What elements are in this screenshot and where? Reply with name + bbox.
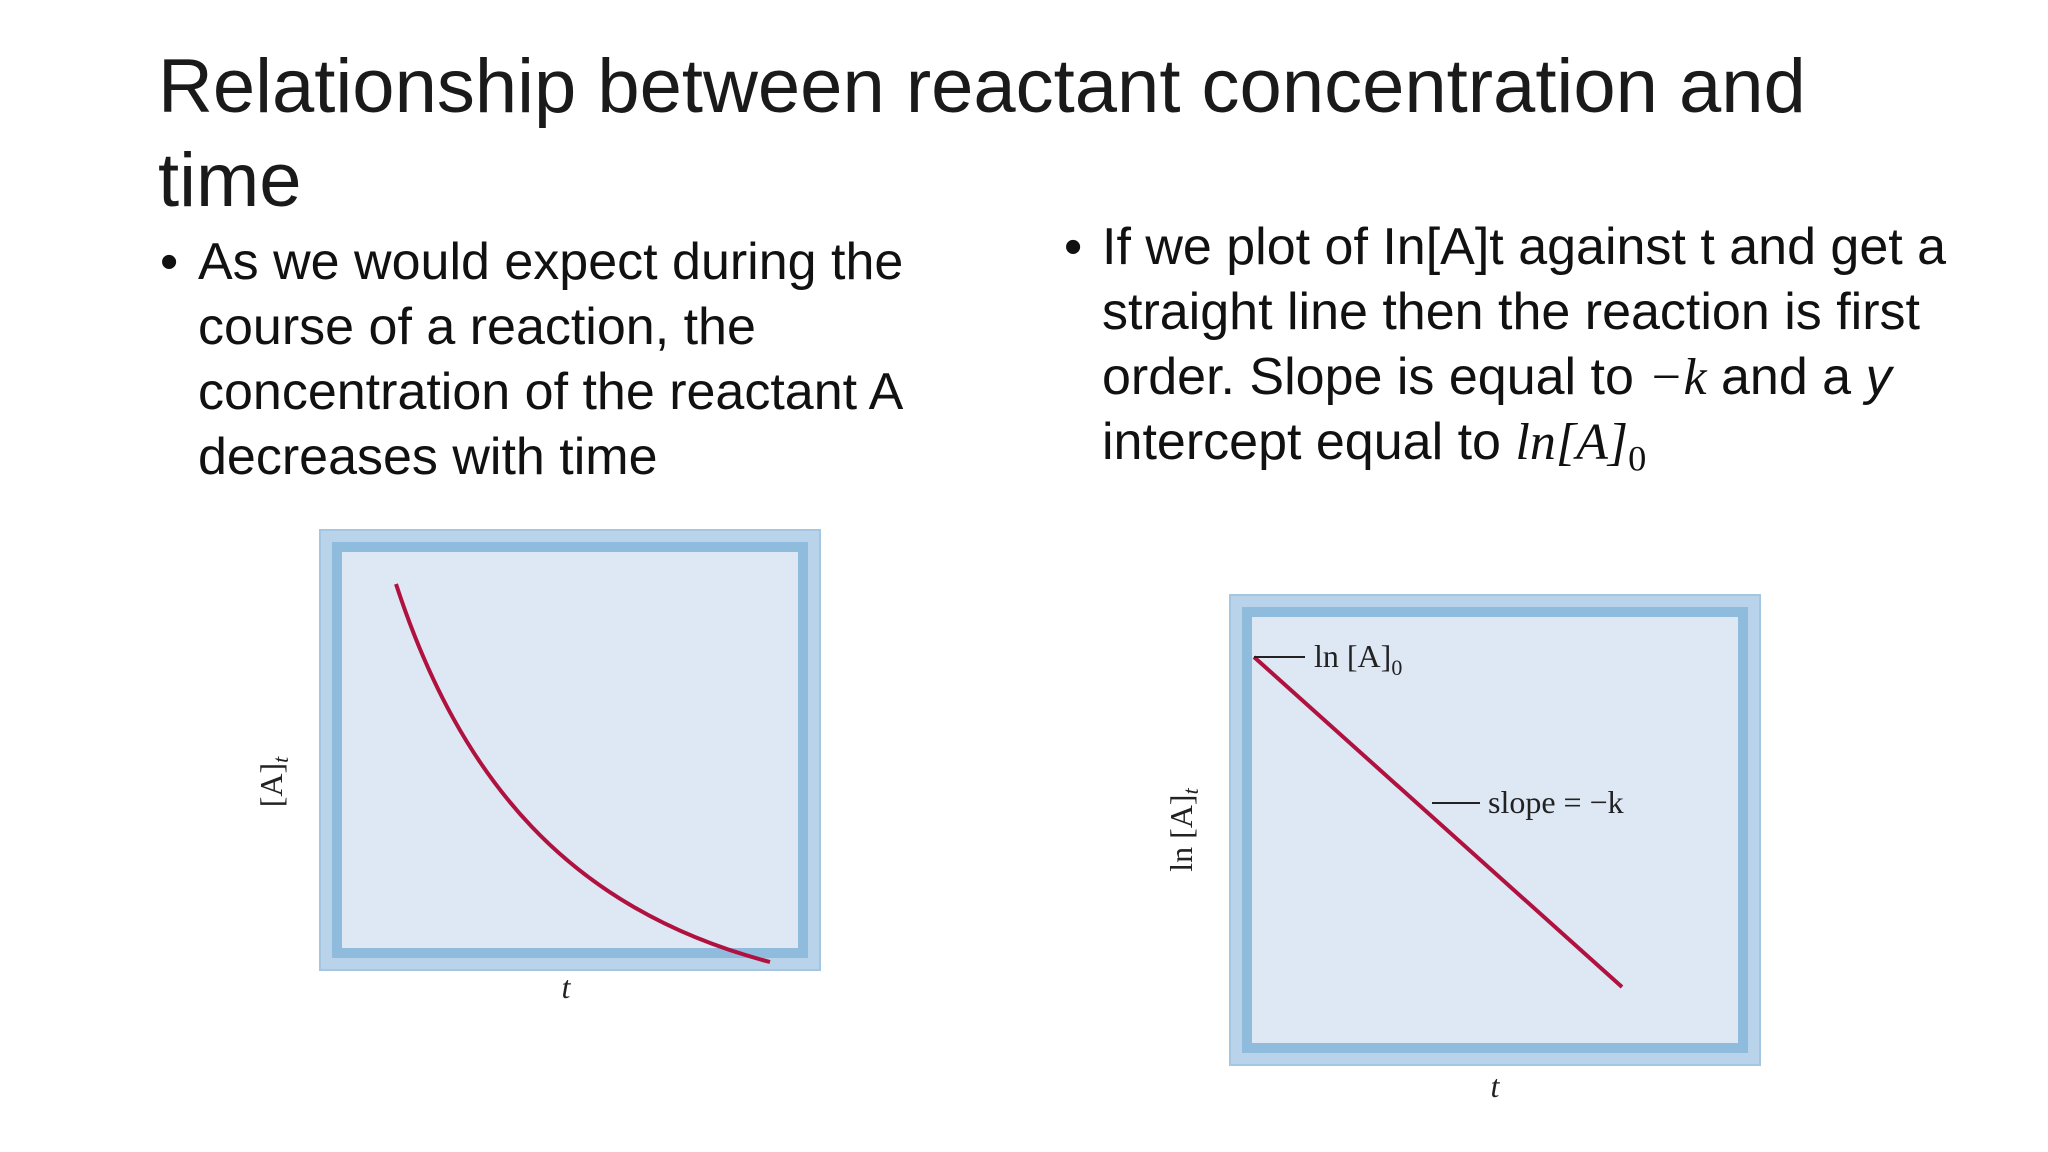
bullet-left-text: As we would expect during the course of …: [198, 233, 904, 486]
bullet-marker: •: [160, 233, 179, 291]
ln-a0-math: ln[A]0: [1515, 414, 1646, 478]
x-axis-label: t: [1491, 1068, 1501, 1104]
bullet-left: • As we would expect during the course o…: [160, 230, 998, 490]
linear-decay-line: [1252, 655, 1624, 989]
concentration-vs-time-svg: [A]t t: [253, 529, 821, 1005]
panel-plot-area: [342, 552, 798, 948]
bullet-right-text-before: If we plot of In[A]t against t and get a…: [1102, 218, 1947, 406]
panel-plot-area: [1252, 617, 1738, 1043]
bullet-right: • If we plot of In[A]t against t and get…: [1064, 215, 1982, 491]
slide-title: Relationship between reactant concentrat…: [158, 44, 1806, 223]
x-axis-label: t: [562, 969, 572, 1005]
y-axis-label: ln [A]t: [1163, 787, 1203, 871]
intercept-label: ln [A]0: [1314, 638, 1402, 680]
ln-concentration-vs-time-figure: ln [A]0 slope = −k ln [A]t t: [1150, 585, 1800, 1125]
bullet-marker: •: [1064, 218, 1083, 276]
slope-label: slope = −k: [1488, 784, 1624, 820]
ln-a0-main: ln[A]: [1515, 414, 1629, 471]
ln-a0-subscript: 0: [1628, 438, 1647, 479]
concentration-vs-time-figure: [A]t t: [250, 520, 850, 1040]
decay-curve: [394, 583, 771, 964]
ln-concentration-vs-time-svg: ln [A]0 slope = −k ln [A]t t: [1163, 594, 1761, 1104]
bullet-right-text-after: intercept equal to: [1102, 413, 1516, 471]
y-variable: y: [1865, 348, 1892, 406]
neg-k-math: −k: [1648, 349, 1707, 406]
y-axis-label: [A]t: [253, 756, 293, 807]
bullet-right-text-middle: and a: [1706, 348, 1866, 406]
